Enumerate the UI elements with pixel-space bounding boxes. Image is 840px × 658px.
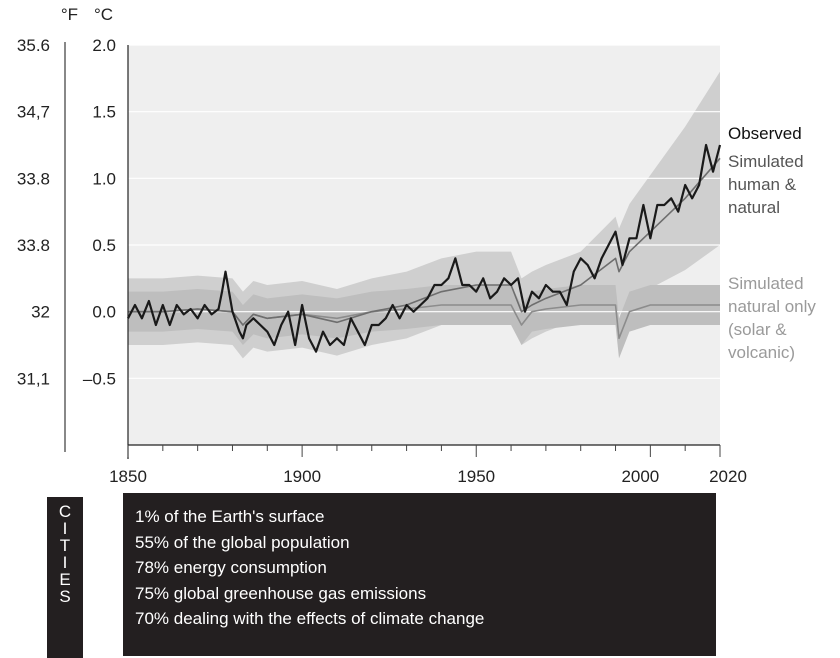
- fahrenheit-tick-label: 35.6: [17, 36, 50, 55]
- temperature-chart: °F °C 2.0 1.5 1.0 0.5 0.0 –0.5 35.6 34,7 33.8 33.…: [17, 5, 816, 486]
- cities-stats-box: 1% of the Earth's surface 55% of the glob…: [123, 493, 716, 656]
- cities-label-letter: E: [59, 570, 71, 589]
- legend-label-observed: Observed: [728, 124, 802, 143]
- legend-label-human_natural: Simulated: [728, 152, 804, 171]
- fahrenheit-tick-label: 34,7: [17, 103, 50, 122]
- series-line-observed: [127, 143, 722, 353]
- cities-stat-line: 1% of the Earth's surface: [135, 507, 325, 526]
- cities-stat-line: 75% global greenhouse gas emissions: [135, 583, 427, 603]
- legend-label-human_natural: human &: [728, 175, 797, 194]
- series-line-human_natural: [128, 157, 721, 326]
- x-tick-label: 2000: [621, 467, 659, 486]
- series-lines: [127, 143, 722, 353]
- cities-stat-line: 78% energy consumption: [135, 558, 327, 577]
- x-tick-label: 1850: [109, 467, 147, 486]
- fahrenheit-tick-label: 33.8: [17, 169, 50, 188]
- celsius-tick-label: 1.0: [92, 169, 116, 188]
- celsius-unit-label: °C: [94, 5, 113, 24]
- tick-labels: 2.0 1.5 1.0 0.5 0.0 –0.5 35.6 34,7 33.8 33.8 32 31,…: [17, 36, 747, 486]
- cities-label-letter: I: [62, 519, 68, 538]
- x-tick-label: 2020: [709, 467, 747, 486]
- cities-label-letter: I: [62, 553, 68, 572]
- celsius-tick-label: 1.5: [92, 103, 116, 122]
- cities-label-letter: C: [58, 502, 72, 521]
- legend-label-natural_only: natural only: [728, 297, 816, 316]
- legend-label-natural_only: Simulated: [728, 274, 804, 293]
- cities-label-letter: T: [59, 536, 71, 555]
- band-natural-only: [128, 285, 720, 359]
- fahrenheit-tick-label: 33.8: [17, 236, 50, 255]
- legend-label-human_natural: natural: [728, 198, 780, 217]
- x-tick-label: 1900: [283, 467, 321, 486]
- cities-label-letter: S: [59, 587, 71, 606]
- fahrenheit-tick-label: 31,1: [17, 369, 50, 388]
- celsius-tick-label: 0.0: [92, 303, 116, 322]
- legend: Observed Simulated human & natural Simulated…: [728, 124, 816, 362]
- celsius-tick-label: 0.5: [92, 236, 116, 255]
- fahrenheit-tick-label: 32: [31, 303, 50, 322]
- legend-label-natural_only: (solar &: [728, 320, 787, 339]
- cities-stat-line: 55% of the global population: [135, 532, 350, 552]
- axes: [127, 45, 721, 459]
- celsius-tick-label: –0.5: [83, 369, 116, 388]
- fahrenheit-unit-label: °F: [61, 5, 78, 24]
- uncertainty-bands: [128, 71, 720, 359]
- legend-label-natural_only: volcanic): [728, 343, 795, 362]
- cities-stat-line: 70% dealing with the effects of climate …: [135, 609, 485, 628]
- celsius-tick-label: 2.0: [92, 36, 116, 55]
- x-tick-label: 1950: [457, 467, 495, 486]
